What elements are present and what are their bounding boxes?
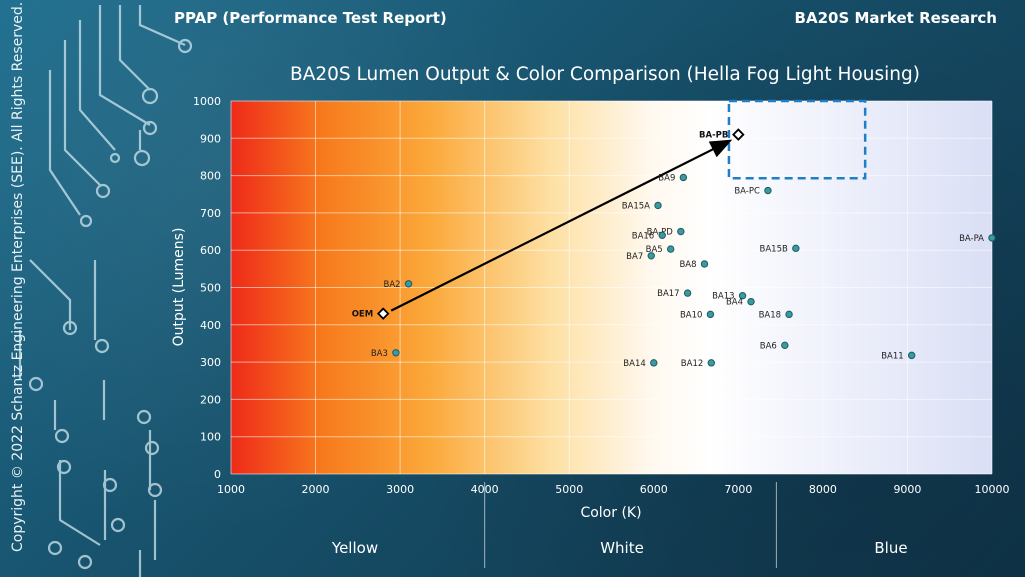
point-label: BA-PA: [959, 234, 984, 244]
point-marker: [666, 245, 675, 253]
point-marker: [647, 252, 655, 260]
point-marker: [747, 297, 755, 306]
header-left-title: PPAP (Performance Test Report): [174, 9, 447, 27]
y-tick-label: 600: [200, 244, 221, 257]
point-label: BA10: [680, 310, 702, 320]
point-marker: [907, 351, 916, 360]
x-tick-label: 2000: [302, 483, 330, 496]
point-label: BA-PB: [699, 131, 728, 141]
point-label: BA14: [623, 359, 645, 369]
point-marker: [707, 359, 715, 367]
point-label: BA7: [626, 252, 643, 262]
color-bands: Yellow White Blue: [331, 482, 908, 568]
chart-title: BA20S Lumen Output & Color Comparison (H…: [290, 64, 920, 85]
band-label: Blue: [874, 539, 907, 557]
point-label: BA11: [881, 351, 903, 361]
point-marker: [654, 201, 662, 210]
point-label: BA17: [657, 289, 679, 299]
highlight-box: [727, 99, 867, 180]
header-right-title: BA20S Market Research: [794, 9, 997, 27]
y-tick-label: 500: [200, 282, 221, 295]
point-label: BA18: [759, 310, 781, 320]
y-tick-label: 800: [200, 170, 221, 183]
point-marker: [679, 173, 688, 182]
point-label: BA16: [632, 231, 654, 241]
band-label: Yellow: [331, 539, 378, 557]
point-label: BA-PC: [734, 187, 760, 197]
y-tick-label: 100: [200, 431, 221, 444]
x-axis-title: Color (K): [580, 505, 641, 521]
point-label: BA3: [371, 349, 388, 359]
tick-labels: 1000 2000 3000 4000 5000 6000 7000 8000 9000 1000…: [193, 95, 1010, 496]
point-marker: [781, 341, 789, 350]
band-label: White: [600, 539, 644, 557]
y-tick-label: 200: [200, 393, 221, 406]
y-axis-title: Output (Lumens): [171, 228, 187, 347]
x-tick-label: 6000: [640, 483, 668, 496]
point-label: BA9: [658, 173, 675, 183]
y-tick-label: 0: [214, 468, 221, 481]
x-tick-label: 7000: [724, 483, 752, 496]
point-label: BA6: [760, 341, 777, 351]
point-label: BA5: [646, 245, 663, 255]
x-tick-label: 8000: [809, 483, 837, 496]
point-marker: [764, 186, 772, 195]
point-marker: [732, 128, 745, 141]
point-label: OEM: [352, 310, 374, 320]
x-tick-label: 1000: [217, 483, 245, 496]
point-marker: [700, 260, 709, 268]
circuit-decoration: [18, 5, 193, 577]
point-marker: [738, 292, 747, 300]
point-label: BA8: [679, 260, 696, 270]
x-tick-label: 9000: [893, 483, 921, 496]
point-marker: [404, 280, 413, 288]
y-tick-label: 1000: [193, 95, 221, 108]
point-marker: [785, 310, 793, 319]
point-label: BA15B: [760, 244, 788, 254]
point-marker: [792, 244, 800, 253]
y-tick-label: 700: [200, 207, 221, 220]
trend-arrow: [390, 139, 733, 312]
data-points: OEMBA-PBBA2BA3BA9BA-PCBA15ABA-PDBA16BA5B…: [352, 128, 996, 369]
x-tick-label: 5000: [555, 483, 583, 496]
point-label: BA13: [712, 292, 734, 302]
x-tick-label: 10000: [975, 483, 1010, 496]
point-marker: [376, 307, 390, 320]
point-label: BA2: [384, 280, 401, 290]
annotations: [390, 99, 867, 312]
point-marker: [683, 289, 692, 297]
y-tick-label: 900: [200, 132, 221, 145]
point-label: BA4: [726, 298, 743, 308]
point-label: BA15A: [622, 201, 650, 211]
point-marker: [650, 359, 658, 367]
point-marker: [658, 231, 666, 239]
y-tick-label: 400: [200, 319, 221, 332]
point-label: BA12: [681, 359, 703, 369]
point-marker: [988, 234, 996, 242]
x-tick-label: 3000: [386, 483, 414, 496]
point-marker: [677, 227, 685, 236]
y-tick-label: 300: [200, 356, 221, 369]
point-marker: [706, 310, 715, 319]
point-marker: [392, 349, 400, 357]
